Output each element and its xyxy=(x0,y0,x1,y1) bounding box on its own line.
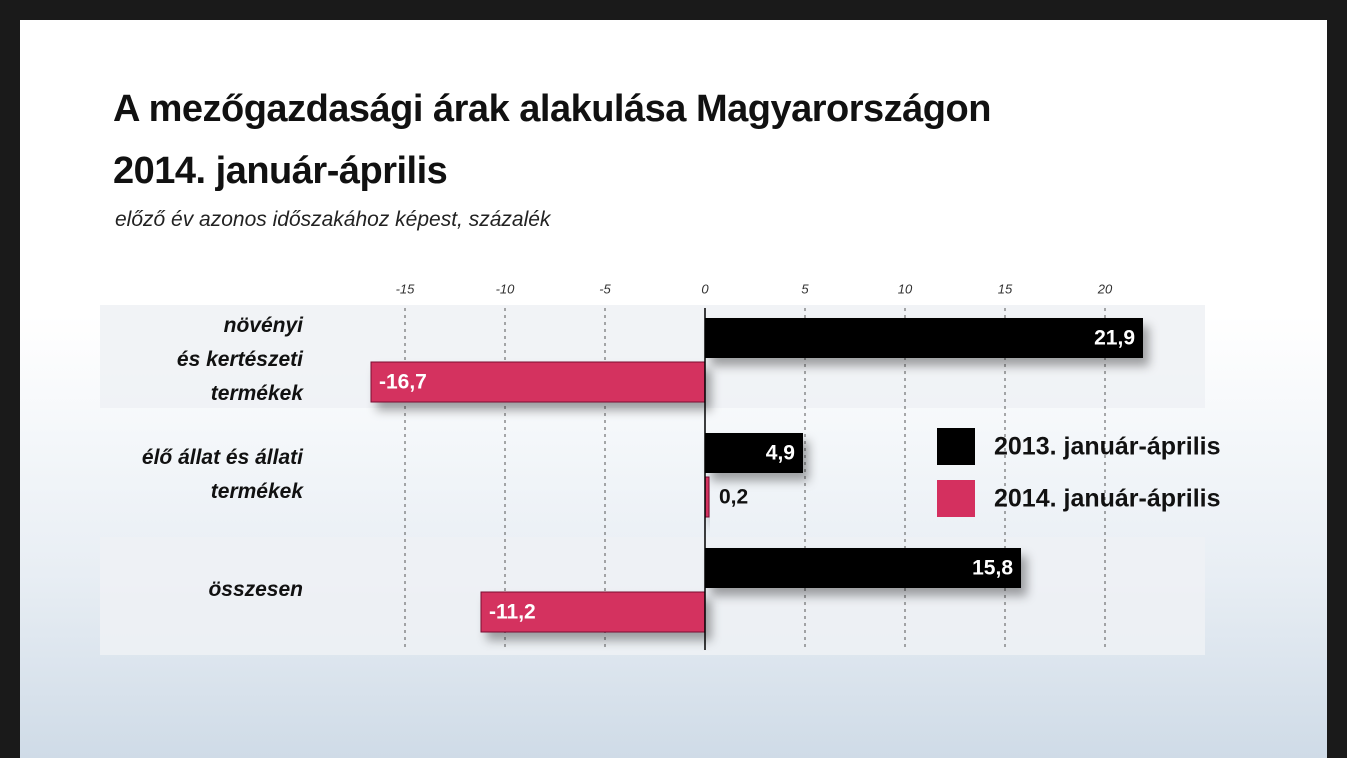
bar xyxy=(370,361,706,403)
value-label: -11,2 xyxy=(489,601,536,624)
category-label: élő állat és állati termékek xyxy=(141,446,303,503)
bar xyxy=(705,433,803,473)
category-label: összesen xyxy=(208,578,303,601)
x-tick-label: 20 xyxy=(1097,281,1113,296)
value-label: 4,9 xyxy=(766,442,795,465)
x-tick-label: 0 xyxy=(701,281,709,296)
x-tick-label: -15 xyxy=(396,281,416,296)
x-tick-label: 5 xyxy=(801,281,809,296)
x-tick-label: -5 xyxy=(599,281,611,296)
value-label: -16,7 xyxy=(379,371,427,394)
legend-swatch xyxy=(937,428,975,465)
legend-label: 2013. január-április xyxy=(994,433,1221,461)
legend-label: 2014. január-április xyxy=(994,485,1221,513)
x-tick-label: 10 xyxy=(898,281,913,296)
bar xyxy=(705,548,1021,588)
chart-title: A mezőgazdasági árak alakulása Magyarors… xyxy=(113,88,991,192)
category-label: növényi és kertészeti termékek xyxy=(176,314,303,405)
x-tick-label: -10 xyxy=(496,281,516,296)
x-tick-label: 15 xyxy=(998,281,1013,296)
value-label: 0,2 xyxy=(719,486,748,509)
chart-subtitle: előző év azonos időszakához képest, száz… xyxy=(115,208,551,231)
value-label: 21,9 xyxy=(1094,327,1135,350)
value-label: 15,8 xyxy=(972,557,1013,580)
bar xyxy=(705,318,1143,358)
legend-swatch xyxy=(937,480,975,517)
